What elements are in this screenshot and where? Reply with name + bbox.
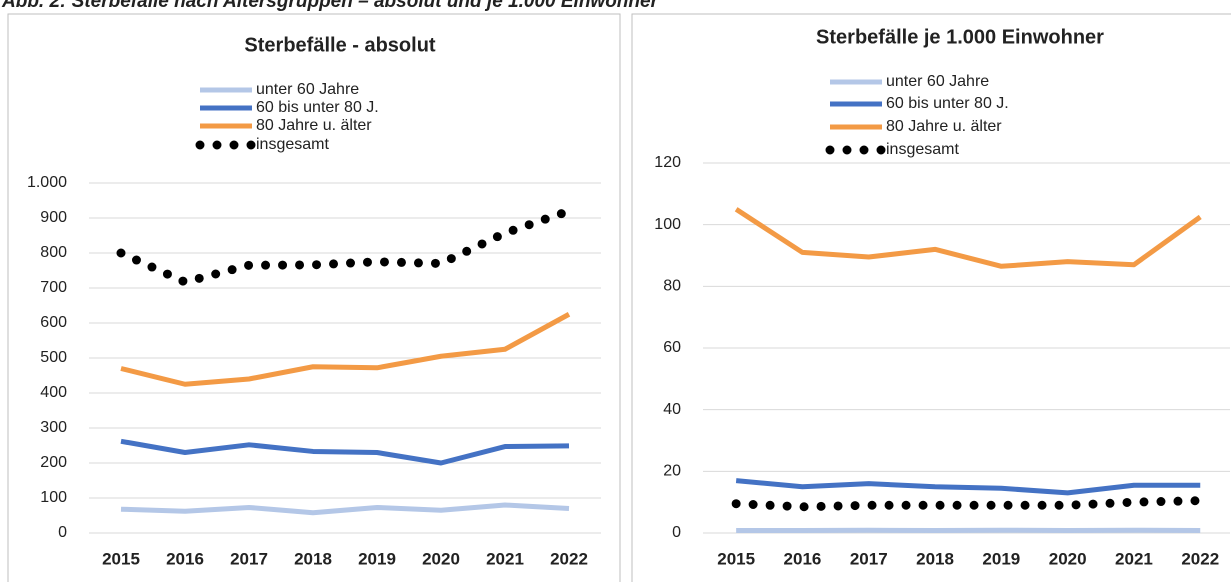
y-tick-label: 500 [40,349,67,366]
chart-frame [631,13,1231,582]
y-tick-label: 100 [654,216,681,233]
x-tick-label: 2022 [550,549,588,568]
heading: Abb. 2: Sterbefälle nach Altersgruppen –… [1,0,660,12]
line-series [734,207,1202,269]
y-tick-label: 1.000 [27,174,67,191]
x-tick-label: 2019 [982,549,1020,568]
y-tick-label: 40 [663,401,681,418]
line-series [116,206,574,287]
legend-label: unter 60 Jahre [256,81,359,98]
legend-label: 80 Jahre u. älter [886,118,1002,135]
y-tick-label: 900 [40,209,67,226]
x-tick-label: 2018 [916,549,954,568]
legend-label: 60 bis unter 80 J. [886,95,1009,112]
y-tick-label: 100 [40,489,67,506]
legend-label: insgesamt [886,141,959,158]
chart-title: Sterbefälle je 1.000 Einwohner [816,26,1104,48]
y-tick-label: 400 [40,384,67,401]
y-tick-label: 200 [40,454,67,471]
x-tick-label: 2020 [1049,549,1087,568]
chart-title: Sterbefälle - absolut [244,34,435,56]
x-tick-label: 2021 [1115,549,1153,568]
x-tick-label: 2017 [850,549,888,568]
y-tick-label: 300 [40,419,67,436]
x-tick-label: 2016 [784,549,822,568]
x-tick-label: 2018 [294,549,332,568]
y-tick-label: 600 [40,314,67,331]
x-tick-label: 2021 [486,549,524,568]
y-tick-label: 0 [58,524,67,541]
x-tick-label: 2019 [358,549,396,568]
y-tick-label: 120 [654,154,681,171]
legend-label: 60 bis unter 80 J. [256,99,379,116]
x-tick-label: 2016 [166,549,204,568]
line-series [120,312,571,387]
y-tick-label: 800 [40,244,67,261]
y-tick-label: 80 [663,278,681,295]
y-tick-label: 0 [672,524,681,541]
line-series [731,496,1205,512]
legend-label: unter 60 Jahre [886,73,989,90]
x-tick-label: 2017 [230,549,268,568]
x-tick-label: 2015 [102,549,140,568]
legend-label: 80 Jahre u. älter [256,117,372,134]
line-series [120,438,570,466]
chart-frame [7,13,621,582]
line-series [735,478,1201,496]
y-tick-label: 20 [663,463,681,480]
x-tick-label: 2020 [422,549,460,568]
y-tick-label: 700 [40,279,67,296]
legend-label: insgesamt [256,136,329,153]
line-series [120,502,570,516]
x-tick-label: 2022 [1181,549,1219,568]
x-tick-label: 2015 [717,549,755,568]
y-tick-label: 60 [663,339,681,356]
